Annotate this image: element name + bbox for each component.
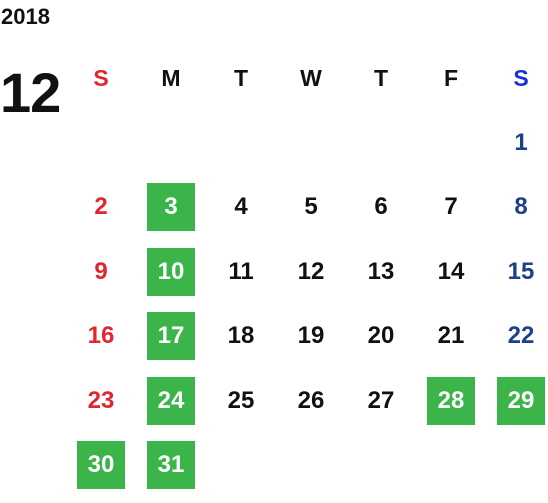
weekday-header-monday: M <box>161 64 181 91</box>
day-number: 2 <box>94 193 108 221</box>
highlighted-day-number: 31 <box>147 441 195 490</box>
day-number: 25 <box>227 386 255 414</box>
day-cell[interactable]: 11 <box>206 240 276 305</box>
day-cell[interactable]: 20 <box>346 304 416 369</box>
day-cell[interactable]: 15 <box>486 240 548 305</box>
day-cell[interactable]: 2 <box>66 175 136 240</box>
day-cell[interactable]: 22 <box>486 304 548 369</box>
day-cell[interactable]: 14 <box>416 240 486 305</box>
highlighted-day-number: 3 <box>147 183 195 232</box>
empty-day-cell <box>206 111 276 176</box>
day-cell[interactable]: 16 <box>66 304 136 369</box>
day-number: 11 <box>228 257 254 285</box>
empty-day-cell <box>136 111 206 176</box>
weekday-header-tuesday: T <box>233 64 249 91</box>
day-number: 27 <box>367 386 395 414</box>
day-cell[interactable]: 19 <box>276 304 346 369</box>
day-cell[interactable]: 21 <box>416 304 486 369</box>
day-cell[interactable]: 27 <box>346 369 416 434</box>
day-cell[interactable]: 12 <box>276 240 346 305</box>
day-cell[interactable]: 24 <box>136 369 206 434</box>
day-number: 22 <box>507 322 535 350</box>
empty-day-cell <box>416 111 486 176</box>
day-cell[interactable]: 8 <box>486 175 548 240</box>
highlighted-day-number: 10 <box>147 247 195 296</box>
highlighted-day-number: 30 <box>77 441 125 490</box>
day-cell[interactable]: 9 <box>66 240 136 305</box>
calendar-grid: S M T W T F S 1 2 3 4 5 6 7 8 9 10 11 12 13 14 15 16 17 1… <box>66 46 548 498</box>
day-cell[interactable]: 6 <box>346 175 416 240</box>
weekday-header-sunday: S <box>93 64 109 91</box>
empty-day-cell <box>66 111 136 176</box>
weekday-header-saturday: S <box>513 64 529 91</box>
day-number: 18 <box>227 322 255 350</box>
weekday-header-friday: F <box>443 64 459 91</box>
day-cell[interactable]: 3 <box>136 175 206 240</box>
empty-day-cell <box>346 111 416 176</box>
day-cell[interactable]: 17 <box>136 304 206 369</box>
day-number: 9 <box>94 257 108 285</box>
day-number: 4 <box>234 193 248 221</box>
day-number: 6 <box>374 193 388 221</box>
highlighted-day-number: 17 <box>147 312 195 361</box>
highlighted-day-number: 28 <box>427 376 475 425</box>
day-number: 19 <box>297 322 325 350</box>
highlighted-day-number: 24 <box>147 376 195 425</box>
day-cell[interactable]: 4 <box>206 175 276 240</box>
day-cell[interactable]: 5 <box>276 175 346 240</box>
day-number: 16 <box>87 322 115 350</box>
day-cell[interactable]: 25 <box>206 369 276 434</box>
day-cell[interactable]: 13 <box>346 240 416 305</box>
day-cell[interactable]: 26 <box>276 369 346 434</box>
day-number: 5 <box>304 193 318 221</box>
day-number: 15 <box>507 257 535 285</box>
day-number: 23 <box>87 386 115 414</box>
day-number: 1 <box>514 128 528 156</box>
day-cell[interactable]: 28 <box>416 369 486 434</box>
day-cell[interactable]: 30 <box>66 433 136 498</box>
month-label: 12 <box>0 61 61 124</box>
day-cell[interactable]: 31 <box>136 433 206 498</box>
year-label: 2018 <box>1 4 50 29</box>
day-number: 26 <box>297 386 325 414</box>
day-number: 13 <box>367 257 395 285</box>
empty-day-cell <box>276 111 346 176</box>
day-cell[interactable]: 1 <box>486 111 548 176</box>
day-cell[interactable]: 29 <box>486 369 548 434</box>
day-number: 20 <box>367 322 395 350</box>
day-number: 7 <box>444 193 458 221</box>
day-cell[interactable]: 10 <box>136 240 206 305</box>
weekday-header-thursday: T <box>373 64 389 91</box>
day-number: 14 <box>437 257 465 285</box>
day-number: 12 <box>297 257 325 285</box>
day-number: 21 <box>437 322 465 350</box>
highlighted-day-number: 29 <box>497 376 545 425</box>
weekday-header-wednesday: W <box>300 64 322 91</box>
day-cell[interactable]: 7 <box>416 175 486 240</box>
day-number: 8 <box>514 193 528 221</box>
day-cell[interactable]: 18 <box>206 304 276 369</box>
day-cell[interactable]: 23 <box>66 369 136 434</box>
